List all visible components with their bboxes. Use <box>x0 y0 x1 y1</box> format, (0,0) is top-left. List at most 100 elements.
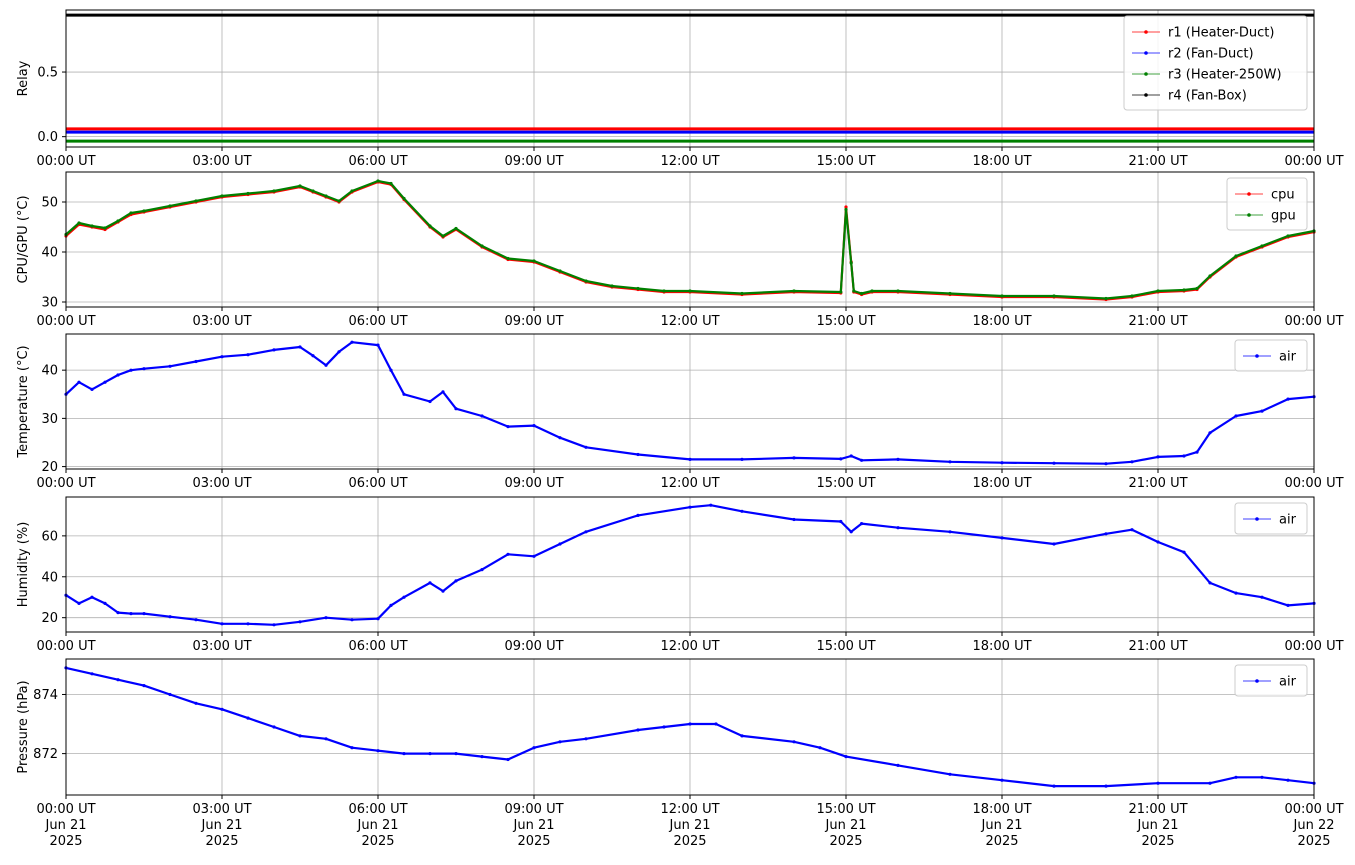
data-point <box>350 340 354 344</box>
data-point <box>896 457 900 461</box>
x-tick-label: 09:00 UT <box>504 476 563 491</box>
legend-box <box>1234 664 1308 697</box>
data-point <box>376 617 380 621</box>
data-point <box>90 387 94 391</box>
data-point <box>454 579 458 583</box>
data-point <box>103 380 107 384</box>
data-point <box>636 452 640 457</box>
data-point <box>116 373 120 377</box>
data-point <box>90 672 94 676</box>
legend-label: r1 (Heater-Duct) <box>1168 26 1274 41</box>
data-point <box>896 763 900 768</box>
y-tick-label: 872 <box>33 747 58 762</box>
data-point <box>480 244 484 248</box>
data-point <box>1260 775 1264 779</box>
data-point <box>1260 595 1264 599</box>
data-point <box>1052 461 1056 465</box>
x-tick-label: 00:00 UT <box>36 476 95 491</box>
y-tick-label: 0.5 <box>37 66 58 81</box>
data-point <box>584 530 588 534</box>
data-point <box>584 445 588 449</box>
y-tick-label: 40 <box>41 246 58 261</box>
x-tick-label: Jun 22 <box>1293 818 1335 833</box>
y-axis-label: Relay <box>16 60 31 96</box>
legend: air <box>1234 339 1308 372</box>
data-point <box>844 207 848 212</box>
data-point <box>688 289 692 293</box>
x-tick-label: 15:00 UT <box>816 314 875 329</box>
x-tick-label: 03:00 UT <box>192 639 251 654</box>
x-tick-label: 2025 <box>361 834 394 849</box>
y-tick-label: 20 <box>41 611 58 626</box>
data-point <box>740 509 744 513</box>
data-point <box>272 725 276 729</box>
data-point <box>532 424 536 428</box>
data-point <box>849 261 853 265</box>
legend-marker <box>1247 213 1251 217</box>
data-point <box>1195 286 1199 291</box>
data-point <box>870 289 874 293</box>
x-tick-label: 09:00 UT <box>504 154 563 169</box>
data-point <box>1104 532 1108 536</box>
legend-marker <box>1144 30 1148 34</box>
data-point <box>558 740 562 744</box>
data-point <box>839 519 843 524</box>
data-point <box>1286 778 1290 782</box>
x-tick-label: 18:00 UT <box>972 314 1031 329</box>
x-tick-label: 00:00 UT <box>36 639 95 654</box>
x-tick-label: 21:00 UT <box>1128 802 1187 817</box>
x-tick-label: 2025 <box>49 834 82 849</box>
data-point <box>948 772 952 776</box>
data-point <box>246 353 250 357</box>
data-point <box>142 209 146 213</box>
data-point <box>558 436 562 440</box>
x-tick-label: 06:00 UT <box>348 154 407 169</box>
x-tick-label: 00:00 UT <box>1284 476 1343 491</box>
panel-2: 30 40 50 00:00 UT 03:00 UT 06:00 UT 09:00 UT 12… <box>16 171 1344 329</box>
x-tick-label: Jun 21 <box>513 818 555 833</box>
legend-label: r4 (Fan-Box) <box>1168 89 1247 104</box>
legend-label: gpu <box>1271 209 1296 224</box>
data-point <box>688 505 692 509</box>
panel-4: 20 40 60 00:00 UT 03:00 UT 06:00 UT 09:00 UT 12… <box>16 496 1344 654</box>
data-point <box>480 568 484 572</box>
data-point <box>454 752 458 756</box>
data-point <box>350 746 354 750</box>
y-tick-label: 30 <box>41 296 58 311</box>
legend-box <box>1123 15 1308 111</box>
data-point <box>389 368 393 372</box>
data-point <box>740 291 744 296</box>
y-axis-label: CPU/GPU (°C) <box>16 195 31 283</box>
x-tick-label: 03:00 UT <box>192 314 251 329</box>
data-point <box>194 359 198 364</box>
x-tick-label: 18:00 UT <box>972 639 1031 654</box>
data-point <box>441 390 445 394</box>
legend-marker <box>1255 354 1259 358</box>
data-point <box>220 194 224 198</box>
data-point <box>584 279 588 283</box>
x-tick-label: 2025 <box>829 834 862 849</box>
legend-label: cpu <box>1271 188 1295 203</box>
data-point <box>298 620 302 624</box>
legend-box <box>1226 177 1308 231</box>
data-point <box>402 196 406 201</box>
data-point <box>298 345 302 349</box>
panel-1: 0.0 0.5 00:00 UT 03:00 UT 06:00 UT 09:00 UT 12… <box>16 9 1344 169</box>
data-point <box>428 399 432 404</box>
data-point <box>1130 294 1134 298</box>
data-point <box>480 755 484 759</box>
data-point <box>1156 781 1160 785</box>
x-tick-label: 21:00 UT <box>1128 154 1187 169</box>
data-point <box>480 414 484 418</box>
x-tick-label: 00:00 UT <box>36 802 95 817</box>
data-point <box>428 581 432 585</box>
data-point <box>792 289 796 293</box>
data-point <box>636 513 640 518</box>
data-point <box>1052 784 1056 788</box>
data-point <box>337 199 341 203</box>
data-point <box>1130 460 1134 464</box>
data-point <box>441 234 445 238</box>
data-point <box>246 622 250 626</box>
data-point <box>376 179 380 183</box>
legend-marker <box>1255 517 1259 521</box>
